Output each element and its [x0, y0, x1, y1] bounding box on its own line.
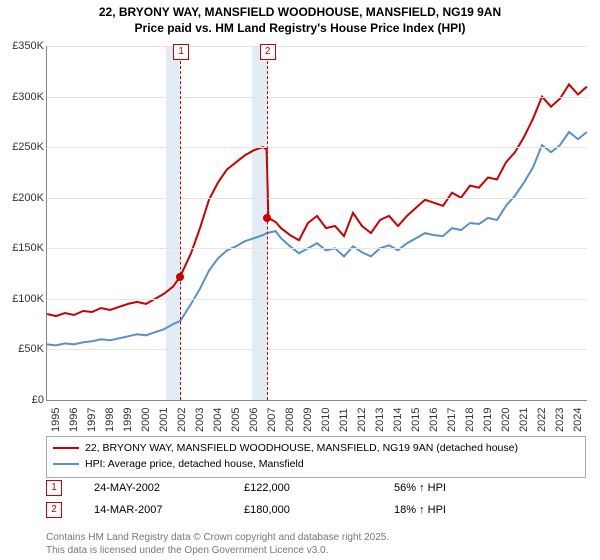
title-line-1: 22, BRYONY WAY, MANSFIELD WOODHOUSE, MAN… — [0, 4, 600, 20]
gridline — [47, 97, 587, 98]
x-tick-label: 2006 — [248, 408, 260, 432]
sale-row: 1 24-MAY-2002£122,00056% ↑ HPI — [46, 480, 586, 496]
sale-row: 2 14-MAR-2007£180,00018% ↑ HPI — [46, 502, 586, 518]
x-tick-label: 2001 — [158, 408, 170, 432]
sale-date: 24-MAY-2002 — [94, 482, 244, 494]
chart-container: 22, BRYONY WAY, MANSFIELD WOODHOUSE, MAN… — [0, 0, 600, 560]
title-line-2: Price paid vs. HM Land Registry's House … — [0, 20, 600, 36]
y-tick-label: £150K — [12, 242, 44, 254]
x-tick-label: 2012 — [356, 408, 368, 432]
sale-date: 14-MAR-2007 — [94, 504, 244, 516]
x-tick-label: 2009 — [302, 408, 314, 432]
legend: 22, BRYONY WAY, MANSFIELD WOODHOUSE, MAN… — [46, 436, 586, 478]
sale-row-marker: 1 — [46, 480, 62, 496]
legend-swatch — [53, 447, 79, 449]
x-tick-label: 1999 — [122, 408, 134, 432]
legend-label: HPI: Average price, detached house, Mans… — [85, 458, 304, 470]
footer-line-1: Contains HM Land Registry data © Crown c… — [46, 531, 389, 544]
x-tick-label: 2000 — [140, 408, 152, 432]
x-tick-label: 2003 — [194, 408, 206, 432]
y-tick-label: £200K — [12, 192, 44, 204]
x-tick-label: 2022 — [536, 408, 548, 432]
sale-dashline — [180, 46, 181, 400]
gridline — [47, 198, 587, 199]
x-tick-label: 2013 — [374, 408, 386, 432]
chart-title: 22, BRYONY WAY, MANSFIELD WOODHOUSE, MAN… — [0, 0, 600, 38]
x-tick-label: 2018 — [464, 408, 476, 432]
x-tick-label: 2019 — [482, 408, 494, 432]
sale-marker-box: 1 — [173, 44, 189, 60]
x-tick-label: 2014 — [392, 408, 404, 432]
x-tick-label: 1995 — [50, 408, 62, 432]
sale-price: £122,000 — [244, 482, 394, 494]
y-tick-label: £300K — [12, 91, 44, 103]
legend-item: HPI: Average price, detached house, Mans… — [53, 457, 579, 473]
x-tick-label: 2015 — [410, 408, 422, 432]
gridline — [47, 46, 587, 47]
legend-swatch — [53, 463, 79, 465]
x-tick-label: 2007 — [266, 408, 278, 432]
x-tick-label: 2002 — [176, 408, 188, 432]
sale-delta: 56% ↑ HPI — [394, 482, 544, 494]
y-tick-label: £50K — [18, 343, 44, 355]
x-tick-label: 2024 — [572, 408, 584, 432]
legend-item: 22, BRYONY WAY, MANSFIELD WOODHOUSE, MAN… — [53, 441, 579, 457]
x-tick-label: 2010 — [320, 408, 332, 432]
x-tick-label: 2004 — [212, 408, 224, 432]
sale-marker-box: 2 — [260, 44, 276, 60]
footer-line-2: This data is licensed under the Open Gov… — [46, 544, 389, 557]
x-tick-label: 2021 — [518, 408, 530, 432]
legend-label: 22, BRYONY WAY, MANSFIELD WOODHOUSE, MAN… — [85, 442, 518, 454]
x-tick-label: 2008 — [284, 408, 296, 432]
series-price_paid — [47, 84, 587, 316]
x-tick-label: 2005 — [230, 408, 242, 432]
plot-area: 12 — [46, 46, 587, 401]
line-svg — [47, 46, 587, 400]
gridline — [47, 248, 587, 249]
x-tick-label: 1998 — [104, 408, 116, 432]
sale-marker-dot — [263, 214, 271, 222]
x-tick-label: 1997 — [86, 408, 98, 432]
x-tick-label: 2017 — [446, 408, 458, 432]
sale-row-marker: 2 — [46, 502, 62, 518]
x-tick-label: 2016 — [428, 408, 440, 432]
y-tick-label: £350K — [12, 40, 44, 52]
sale-dashline — [267, 46, 268, 400]
sale-marker-dot — [176, 273, 184, 281]
y-tick-label: £250K — [12, 141, 44, 153]
x-tick-label: 1996 — [68, 408, 80, 432]
x-tick-label: 2011 — [338, 408, 350, 432]
gridline — [47, 349, 587, 350]
x-tick-label: 2020 — [500, 408, 512, 432]
gridline — [47, 147, 587, 148]
y-tick-label: £100K — [12, 293, 44, 305]
sale-price: £180,000 — [244, 504, 394, 516]
y-tick-label: £0 — [32, 394, 44, 406]
gridline — [47, 299, 587, 300]
sale-delta: 18% ↑ HPI — [394, 504, 544, 516]
x-tick-label: 2023 — [554, 408, 566, 432]
footer-attribution: Contains HM Land Registry data © Crown c… — [46, 531, 389, 557]
